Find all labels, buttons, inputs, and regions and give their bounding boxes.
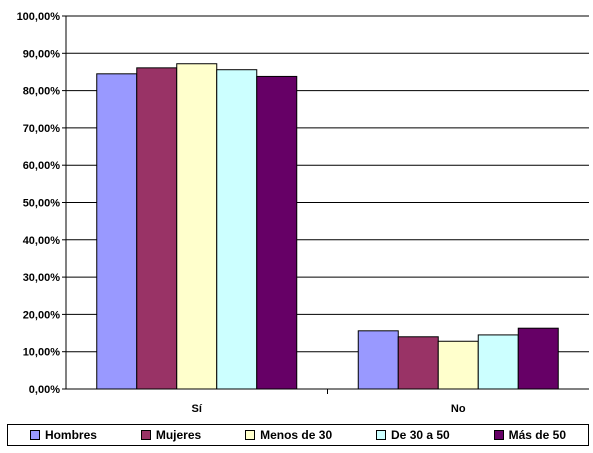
legend-label: Mujeres [155,428,202,442]
legend-swatch [493,430,504,440]
chart-plot: 0,00% 10,00% 20,00% 30,00% 40,00% 50,00% 60,00… [17,11,589,415]
y-tick-label: 60,00% [23,160,61,172]
legend-label: Menos de 30 [260,428,333,442]
y-tick-label: 80,00% [23,86,61,98]
y-tick-label: 90,00% [23,48,61,60]
y-tick-label: 100,00% [17,11,61,23]
y-tick-label: 70,00% [23,123,61,135]
y-tick-label: 40,00% [23,235,61,247]
chart-legend: Hombres Mujeres Menos de 30 De 30 a 50 Más d… [7,424,589,446]
x-tick-label: Sí [192,403,203,415]
legend-item: Más de 50 [493,428,566,442]
legend-swatch [376,430,387,440]
y-tick-label: 50,00% [23,198,61,210]
legend-label: Más de 50 [508,428,566,442]
legend-label: Hombres [44,428,97,442]
legend-swatch [29,430,40,440]
bar [517,327,559,390]
bar [477,334,519,390]
legend-item: De 30 a 50 [376,428,450,442]
x-tick-label: No [451,403,466,415]
bar [437,340,479,390]
y-tick-label: 0,00% [29,384,60,396]
legend-item: Hombres [29,428,97,442]
bar [96,73,138,390]
bar [357,330,399,390]
y-tick-label: 20,00% [23,309,61,321]
legend-label: De 30 a 50 [391,428,450,442]
legend-swatch [245,430,256,440]
legend-item: Menos de 30 [245,428,332,442]
legend-item: Mujeres [140,428,202,442]
bar [136,67,178,390]
bar [216,69,258,390]
bar [176,63,218,390]
y-tick-label: 10,00% [23,347,61,359]
bar [397,336,439,390]
y-tick-label: 30,00% [23,272,61,284]
bar [256,75,298,390]
legend-swatch [140,430,151,440]
